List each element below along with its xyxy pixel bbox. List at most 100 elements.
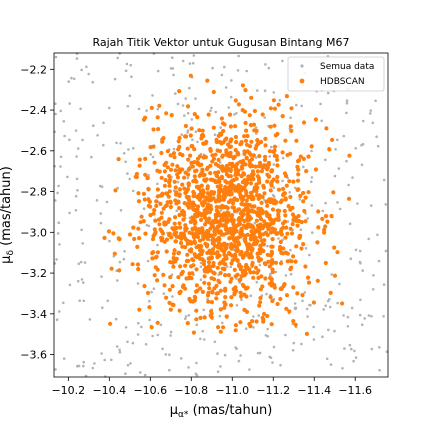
point-all-data (377, 259, 381, 263)
point-hdbscan (294, 244, 299, 249)
point-hdbscan (211, 89, 216, 95)
point-all-data (221, 321, 224, 325)
point-all-data (219, 126, 222, 129)
point-hdbscan (192, 298, 197, 303)
point-all-data (100, 352, 103, 355)
point-hdbscan (176, 139, 181, 144)
point-hdbscan (196, 184, 201, 189)
point-all-data (136, 333, 140, 336)
point-hdbscan (180, 182, 185, 187)
point-hdbscan (212, 229, 217, 234)
point-all-data (126, 340, 129, 344)
point-all-data (129, 63, 132, 67)
point-all-data (370, 347, 374, 351)
point-hdbscan (244, 190, 249, 195)
point-hdbscan (130, 262, 135, 267)
point-all-data (95, 199, 99, 202)
point-all-data (79, 260, 83, 264)
point-hdbscan (288, 124, 293, 129)
point-hdbscan (296, 213, 301, 219)
point-all-data (152, 287, 156, 291)
point-hdbscan (173, 198, 178, 203)
point-all-data (68, 138, 71, 142)
point-hdbscan (229, 295, 234, 300)
point-hdbscan (216, 163, 221, 168)
point-all-data (294, 307, 297, 311)
point-hdbscan (263, 276, 268, 281)
point-all-data (223, 65, 226, 69)
point-hdbscan (167, 189, 172, 194)
point-hdbscan (233, 98, 238, 103)
point-hdbscan (194, 255, 199, 260)
point-all-data (59, 109, 63, 113)
point-hdbscan (235, 150, 240, 155)
point-hdbscan (323, 224, 328, 229)
point-hdbscan (335, 250, 340, 255)
point-all-data (76, 189, 79, 192)
point-hdbscan (247, 150, 252, 156)
point-hdbscan (167, 174, 172, 179)
point-hdbscan (233, 323, 238, 328)
point-hdbscan (240, 108, 245, 113)
point-all-data (91, 366, 95, 370)
point-all-data (126, 363, 130, 367)
point-hdbscan (151, 233, 156, 238)
point-all-data (345, 101, 349, 105)
point-hdbscan (248, 123, 254, 128)
point-hdbscan (172, 155, 177, 160)
point-hdbscan (208, 191, 213, 196)
point-hdbscan (198, 229, 203, 234)
legend: Semua data HDBSCAN (287, 56, 385, 92)
point-hdbscan (141, 117, 147, 122)
point-all-data (124, 69, 128, 72)
point-hdbscan (218, 246, 223, 251)
point-all-data (327, 328, 330, 332)
point-hdbscan (211, 270, 216, 275)
point-all-data (125, 62, 129, 66)
point-hdbscan (208, 264, 213, 269)
point-hdbscan (280, 150, 285, 155)
point-hdbscan (265, 252, 270, 257)
point-all-data (59, 155, 63, 159)
point-hdbscan (265, 313, 270, 319)
point-hdbscan (288, 151, 293, 156)
point-all-data (181, 104, 185, 107)
point-hdbscan (192, 252, 197, 257)
point-all-data (68, 283, 72, 287)
point-hdbscan (242, 178, 247, 183)
point-all-data (272, 163, 276, 166)
point-all-data (199, 261, 203, 265)
y-tick-label: −2.2 (20, 63, 47, 76)
point-hdbscan (223, 137, 228, 142)
point-hdbscan (185, 321, 190, 326)
point-hdbscan (196, 204, 201, 209)
point-all-data (354, 248, 358, 252)
point-hdbscan (244, 198, 249, 203)
point-all-data (80, 228, 83, 232)
point-all-data (156, 333, 160, 337)
point-all-data (96, 134, 99, 137)
point-all-data (124, 160, 127, 163)
point-hdbscan (273, 133, 278, 138)
legend-box (287, 56, 385, 92)
point-hdbscan (219, 232, 224, 237)
point-hdbscan (269, 181, 274, 186)
point-hdbscan (159, 193, 165, 198)
point-all-data (196, 140, 199, 144)
point-all-data (210, 106, 213, 110)
point-hdbscan (285, 251, 290, 256)
point-hdbscan (193, 178, 198, 183)
point-hdbscan (208, 171, 213, 176)
point-hdbscan (245, 133, 250, 139)
point-all-data (311, 231, 314, 234)
point-hdbscan (272, 153, 277, 158)
point-hdbscan (186, 181, 191, 186)
point-all-data (288, 191, 292, 194)
point-hdbscan (191, 263, 196, 268)
point-hdbscan (214, 296, 219, 301)
point-all-data (354, 356, 358, 359)
point-all-data (179, 357, 183, 360)
point-hdbscan (135, 244, 140, 249)
point-hdbscan (250, 263, 255, 268)
point-all-data (124, 326, 128, 329)
